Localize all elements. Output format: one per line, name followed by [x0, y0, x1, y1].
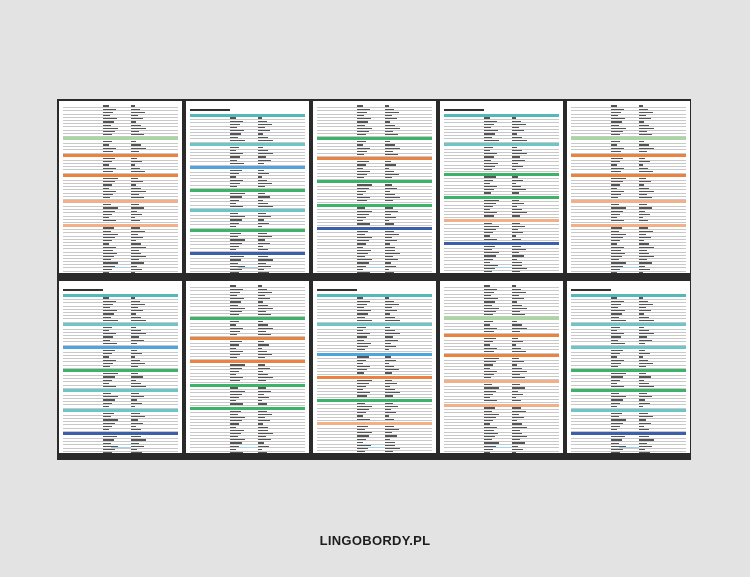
- page-thumbnail[interactable]: [567, 281, 690, 453]
- page-thumbnail[interactable]: [59, 101, 182, 273]
- page-thumbnail[interactable]: [567, 101, 690, 273]
- page-thumbnail[interactable]: [313, 281, 436, 453]
- page-thumbnail[interactable]: [186, 101, 309, 273]
- page-thumbnail[interactable]: [186, 281, 309, 453]
- page-thumbnail[interactable]: [440, 281, 563, 453]
- page-thumbnail[interactable]: [440, 101, 563, 273]
- brand-label: LINGOBORDY.PL: [319, 533, 431, 548]
- page-thumbnail[interactable]: [59, 281, 182, 453]
- page-thumbnail[interactable]: [313, 101, 436, 273]
